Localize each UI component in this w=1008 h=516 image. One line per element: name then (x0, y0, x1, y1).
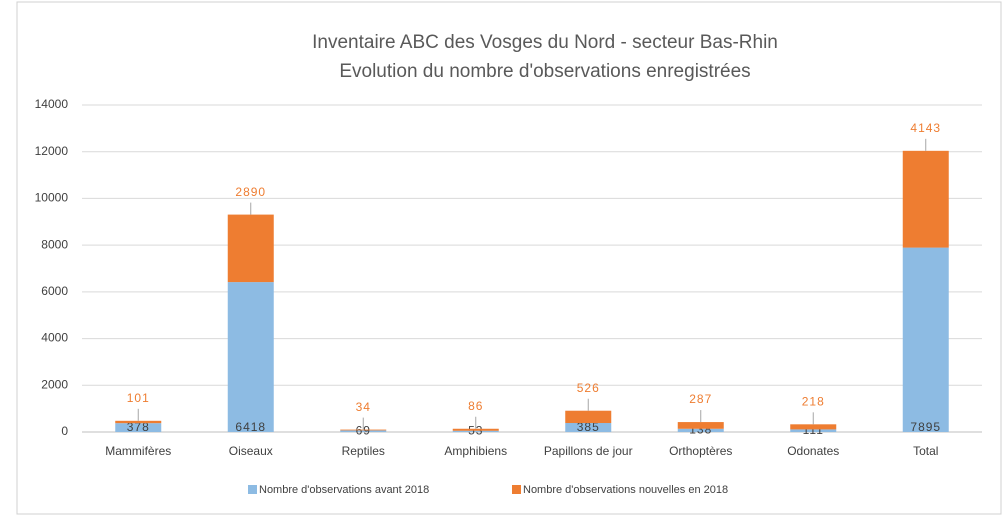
y-tick-label: 12000 (35, 144, 69, 158)
bar-segment (790, 429, 837, 432)
bar-segment (227, 214, 274, 283)
y-tick-label: 2000 (41, 377, 68, 391)
value-label: 101 (127, 391, 150, 405)
value-label: 526 (577, 381, 600, 395)
legend-label: Nombre d'observations nouvelles en 2018 (523, 484, 728, 496)
value-label: 385 (577, 420, 600, 434)
y-tick-label: 0 (61, 424, 68, 438)
bar-segment (452, 430, 499, 432)
y-tick-label: 10000 (35, 191, 69, 205)
y-tick-label: 6000 (41, 284, 68, 298)
value-label: 378 (127, 420, 150, 434)
value-label: 6418 (235, 420, 266, 434)
y-tick-label: 8000 (41, 237, 68, 251)
value-label: 34 (356, 400, 371, 414)
legend-swatch (512, 485, 521, 494)
x-tick-label: Total (913, 444, 938, 458)
x-tick-label: Orthoptères (669, 444, 732, 458)
chart-subtitle: Evolution du nombre d'observations enreg… (339, 61, 750, 82)
bar-segment (902, 247, 949, 432)
bar-segment (340, 429, 387, 431)
chart-frame (16, 1, 1002, 515)
x-tick-label: Reptiles (342, 444, 385, 458)
bar-segment (677, 422, 724, 429)
value-label: 218 (802, 394, 825, 408)
x-tick-label: Oiseaux (229, 444, 273, 458)
value-label: 7895 (910, 420, 941, 434)
x-tick-label: Amphibiens (444, 444, 507, 458)
legend-swatch (248, 485, 257, 494)
bar-segment (340, 430, 387, 432)
chart-title: Inventaire ABC des Vosges du Nord - sect… (312, 32, 778, 53)
bar-segment (115, 423, 162, 432)
bar-segment (902, 150, 949, 248)
bar-segment (115, 420, 162, 424)
value-label: 2890 (235, 185, 266, 199)
bar-segment (677, 428, 724, 432)
y-tick-label: 14000 (35, 97, 69, 111)
bar-segment (565, 423, 612, 432)
value-label: 4143 (910, 121, 941, 135)
bar-segment (790, 424, 837, 430)
x-tick-label: Odonates (787, 444, 839, 458)
legend-label: Nombre d'observations avant 2018 (259, 484, 429, 496)
y-tick-label: 4000 (41, 331, 68, 345)
x-tick-label: Mammifères (105, 444, 171, 458)
value-label: 86 (468, 399, 483, 413)
bar-segment (227, 282, 274, 432)
value-label: 287 (689, 392, 712, 406)
bar-segment (565, 410, 612, 424)
bar-segment (452, 428, 499, 431)
x-tick-label: Papillons de jour (544, 444, 633, 458)
